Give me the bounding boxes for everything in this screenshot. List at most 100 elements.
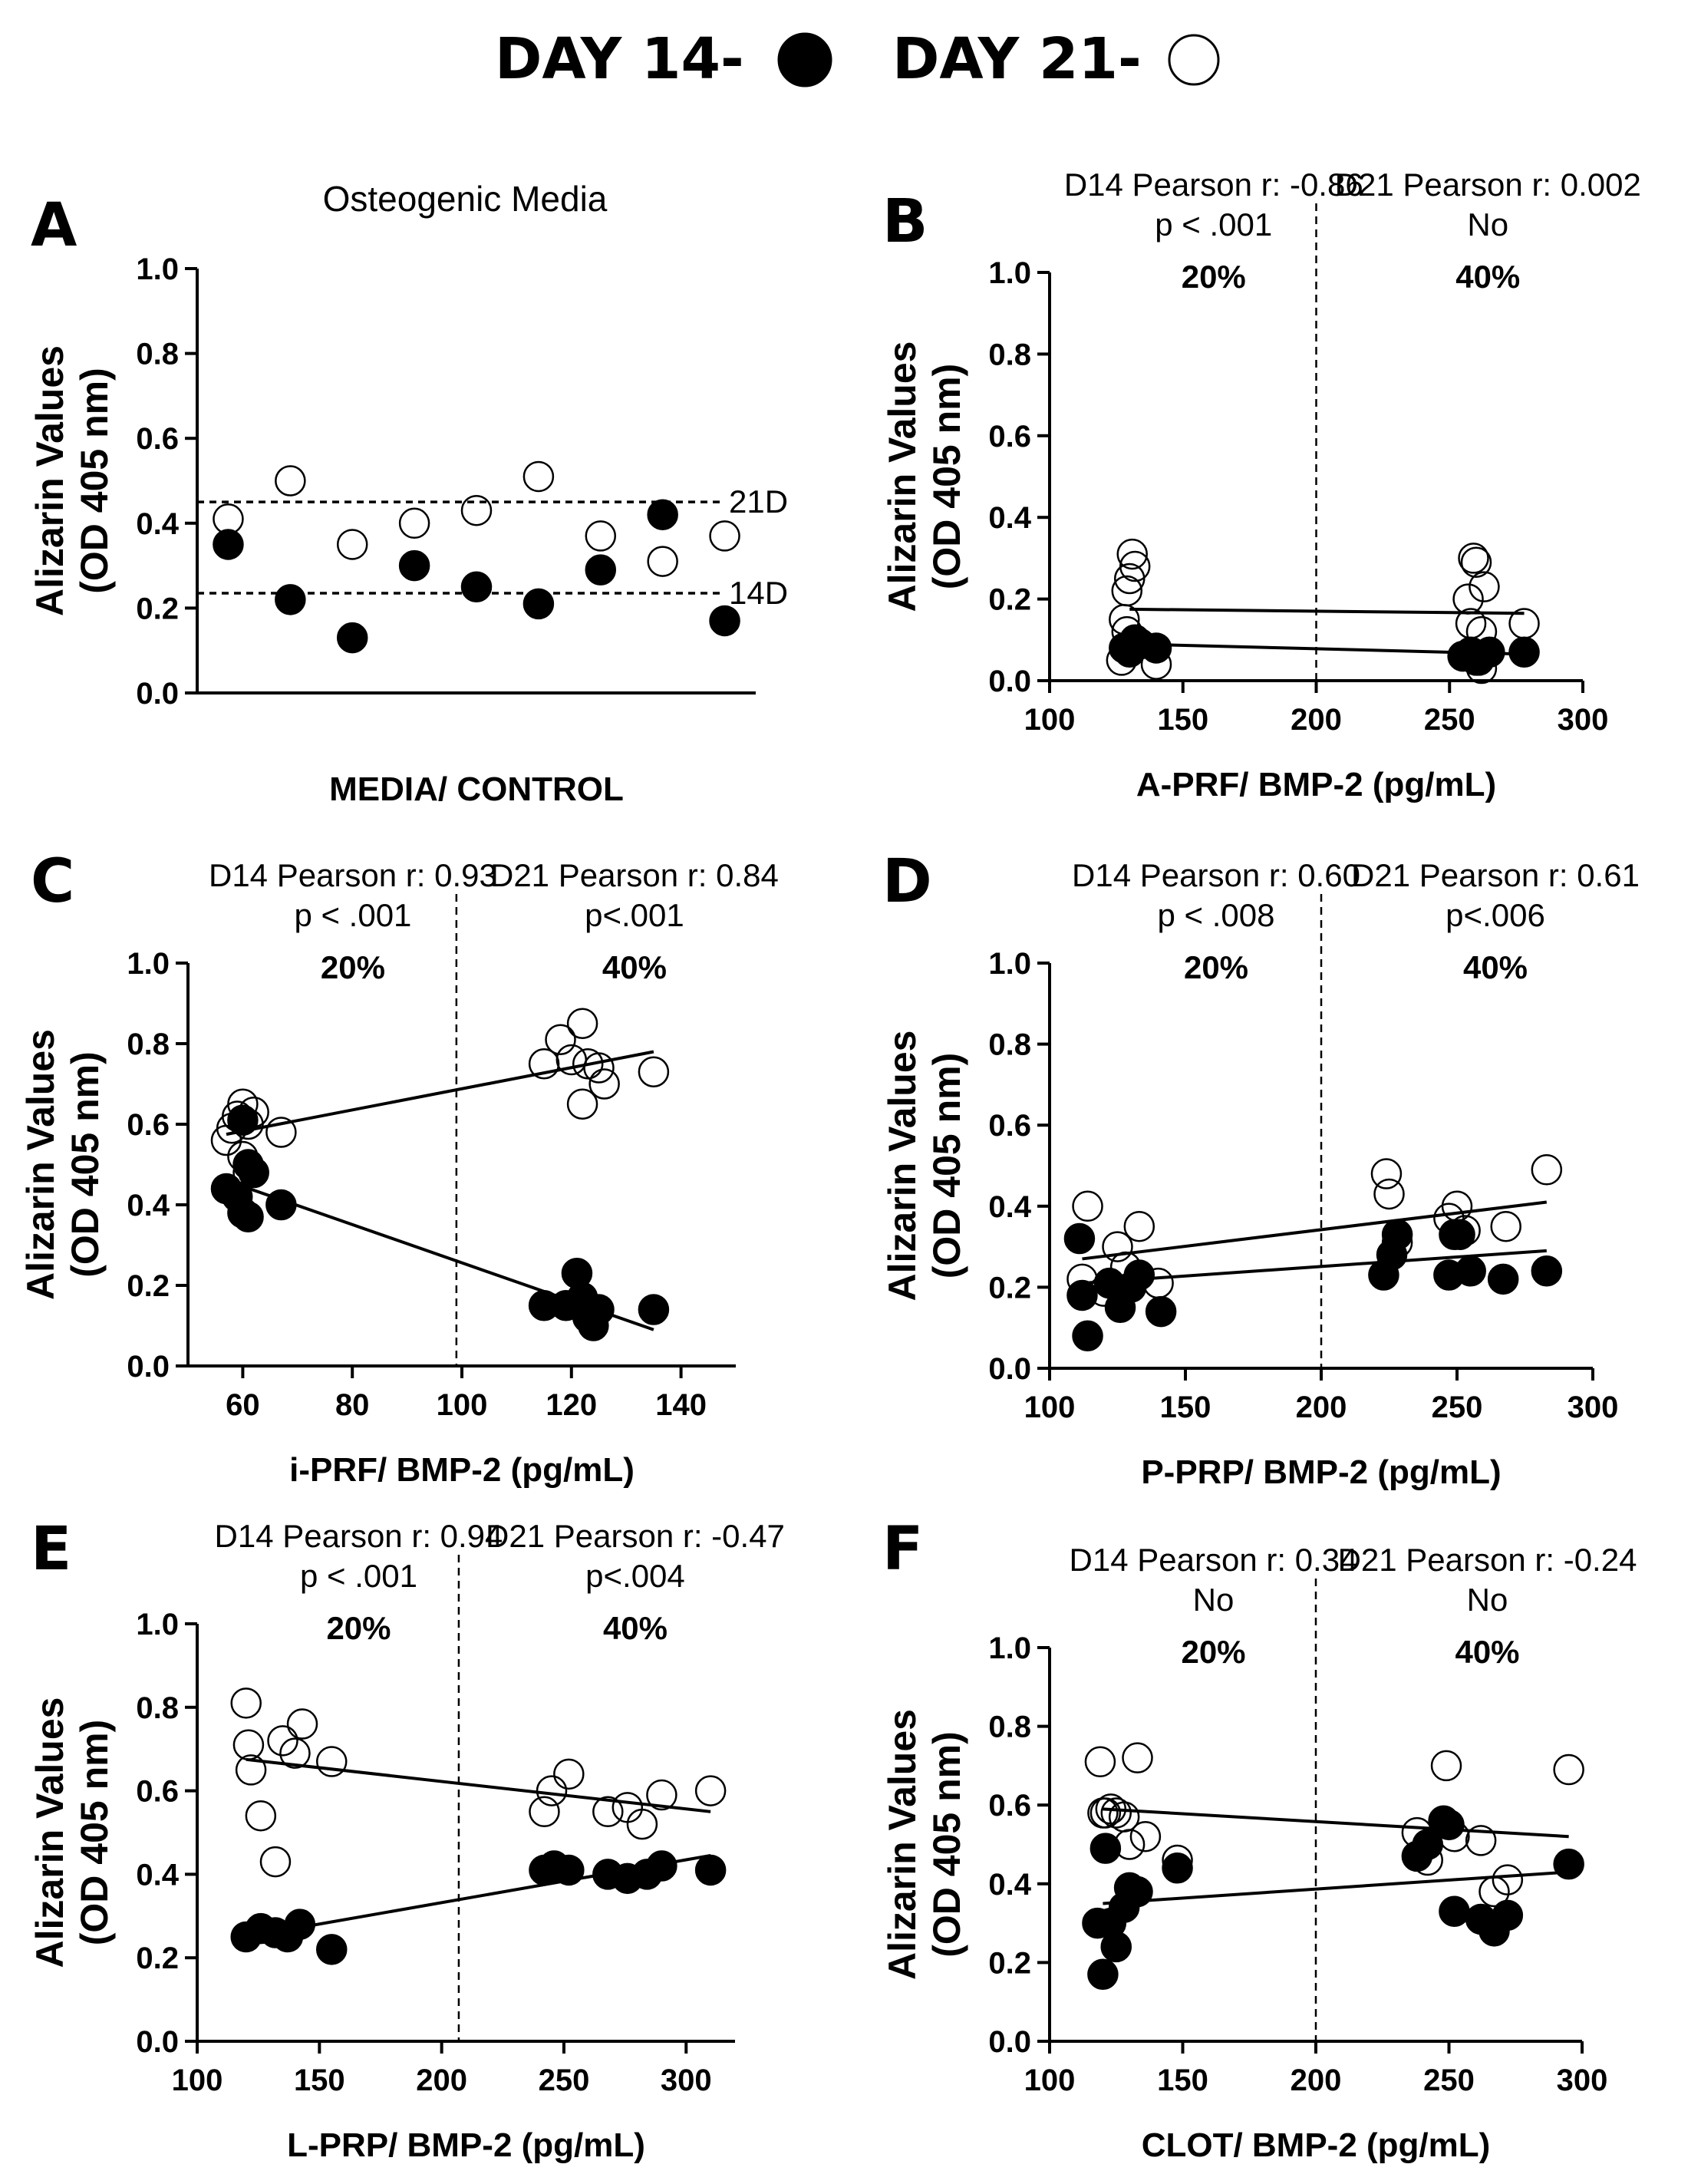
annotation-left-stat: D14 Pearson r: -0.86 xyxy=(1064,167,1363,203)
fit-line xyxy=(226,1050,654,1137)
data-point-day21 xyxy=(638,1056,670,1087)
data-point-day21 xyxy=(1122,1742,1153,1773)
x-tick-label: 200 xyxy=(1296,1391,1347,1424)
data-point-day14 xyxy=(553,1854,585,1886)
y-axis-label-line2: (OD 405 nm) xyxy=(73,368,116,594)
x-axis-label: CLOT/ BMP-2 (pg/mL) xyxy=(1142,2126,1491,2164)
panel-letter: B xyxy=(882,187,928,256)
annotation-left-pct: 20% xyxy=(321,949,385,985)
y-axis-label-line2: (OD 405 nm) xyxy=(925,1053,968,1279)
y-axis-label-line1: Alizarin Values xyxy=(28,345,71,616)
data-point-day21 xyxy=(1508,608,1540,639)
y-tick-label: 0.0 xyxy=(136,677,179,711)
x-tick-label: 250 xyxy=(1423,2064,1475,2097)
y-tick-label: 1.0 xyxy=(988,1631,1031,1665)
x-tick-label: 100 xyxy=(172,2064,223,2097)
annotation-right-stat: D21 Pearson r: -0.47 xyxy=(486,1518,785,1554)
data-point-day21 xyxy=(592,1796,624,1828)
x-tick-label: 150 xyxy=(1157,703,1208,737)
legend-day21-marker xyxy=(1168,34,1220,86)
data-point-day14 xyxy=(1072,1320,1103,1352)
y-tick-label: 0.4 xyxy=(136,507,179,541)
data-point-day14 xyxy=(1140,632,1172,664)
x-tick-label: 200 xyxy=(1291,703,1342,737)
y-axis-label-line2: (OD 405 nm) xyxy=(64,1051,107,1278)
data-point-day21 xyxy=(232,1729,265,1761)
data-point-day21 xyxy=(1129,1820,1162,1852)
data-point-day14 xyxy=(1455,1255,1486,1287)
y-axis-label-line1: Alizarin Values xyxy=(881,1031,924,1301)
data-point-day21 xyxy=(1458,543,1489,574)
y-tick-label: 0.6 xyxy=(988,420,1031,454)
x-axis-label: MEDIA/ CONTROL xyxy=(329,770,624,808)
data-point-day14 xyxy=(1487,1263,1519,1295)
data-point-day14 xyxy=(1066,1279,1098,1311)
y-axis-label-line1: Alizarin Values xyxy=(881,1709,924,1980)
x-axis-label: P-PRP/ BMP-2 (pg/mL) xyxy=(1141,1453,1501,1491)
panel-letter: D xyxy=(882,847,932,916)
data-point-day14 xyxy=(522,588,555,620)
x-tick-label: 300 xyxy=(661,2064,712,2097)
data-point-day14 xyxy=(1123,1259,1155,1291)
y-tick-label: 0.4 xyxy=(988,1868,1031,1902)
y-tick-label: 1.0 xyxy=(136,252,179,286)
annotation-right-stat: D21 Pearson r: 0.002 xyxy=(1335,167,1641,203)
data-point-day14 xyxy=(227,1104,259,1136)
y-tick-label: 0.8 xyxy=(127,1028,170,1061)
x-tick-label: 100 xyxy=(1024,1391,1076,1424)
y-axis-label-line2: (OD 405 nm) xyxy=(925,364,968,590)
data-point-day14 xyxy=(336,622,368,654)
fit-line xyxy=(246,1757,711,1813)
data-point-day14 xyxy=(1439,1895,1470,1927)
y-axis-label-line2: (OD 405 nm) xyxy=(925,1731,968,1958)
y-tick-label: 0.2 xyxy=(136,1942,179,1975)
panels: A 0.0 0.2 0.4 0.6 0.8 1.0 MEDIA/ CONTROL Alizari… xyxy=(19,167,1641,2164)
panel-f: F 0.0 0.2 0.4 0.6 0.8 1.0 100 150 200 250 300 CLOT/ … xyxy=(881,1515,1637,2164)
data-point-day21 xyxy=(1430,1750,1462,1782)
reference-line-label: 21D xyxy=(729,483,788,520)
fit-line xyxy=(1129,607,1525,615)
y-axis-label-line1: Alizarin Values xyxy=(28,1697,71,1968)
data-point-day14 xyxy=(316,1934,348,1965)
y-axis-label-line1: Alizarin Values xyxy=(19,1029,62,1300)
data-point-day21 xyxy=(1111,575,1143,607)
data-point-day14 xyxy=(1122,1876,1153,1908)
data-point-day21 xyxy=(398,507,430,539)
y-tick-label: 0.4 xyxy=(127,1189,170,1222)
legend: DAY 14- DAY 21- xyxy=(495,26,1220,92)
data-point-day14 xyxy=(646,1850,677,1882)
y-axis-label-line1: Alizarin Values xyxy=(881,341,924,612)
data-point-day14 xyxy=(1444,1219,1475,1251)
x-tick-label: 300 xyxy=(1557,2064,1608,2097)
y-tick-label: 0.2 xyxy=(988,1271,1031,1305)
y-tick-label: 0.4 xyxy=(136,1858,179,1892)
panel-letter: A xyxy=(31,191,77,260)
data-point-day21 xyxy=(566,1088,598,1120)
data-point-day21 xyxy=(1460,546,1492,578)
data-point-day21 xyxy=(1465,1825,1497,1856)
x-axis-label: A-PRF/ BMP-2 (pg/mL) xyxy=(1136,766,1496,803)
annotation-left-pct: 20% xyxy=(326,1610,391,1646)
y-tick-label: 0.8 xyxy=(136,1691,179,1725)
y-tick-label: 0.0 xyxy=(988,2025,1031,2059)
data-point-day14 xyxy=(213,529,244,560)
annotation-right-stat: D21 Pearson r: 0.84 xyxy=(490,857,779,893)
data-point-day21 xyxy=(245,1800,277,1832)
data-point-day14 xyxy=(1063,1222,1096,1255)
x-axis-label: L-PRP/ BMP-2 (pg/mL) xyxy=(287,2126,645,2164)
data-point-day21 xyxy=(553,1758,585,1790)
x-tick-label: 250 xyxy=(1424,703,1475,737)
x-tick-label: 100 xyxy=(1024,2064,1076,2097)
annotation-right-p: p<.004 xyxy=(585,1558,685,1594)
annotation-left-p: No xyxy=(1193,1582,1235,1618)
data-point-day21 xyxy=(1455,608,1487,639)
data-point-day14 xyxy=(694,1854,727,1886)
annotation-left-stat: D14 Pearson r: 0.60 xyxy=(1072,857,1360,893)
x-tick-label: 140 xyxy=(655,1388,707,1422)
x-tick-label: 100 xyxy=(437,1388,488,1422)
legend-day21-label: DAY 21- xyxy=(892,26,1142,92)
data-point-day21 xyxy=(694,1775,727,1806)
data-point-day21 xyxy=(316,1746,348,1777)
data-point-day14 xyxy=(1531,1255,1563,1287)
y-tick-label: 1.0 xyxy=(127,947,170,981)
